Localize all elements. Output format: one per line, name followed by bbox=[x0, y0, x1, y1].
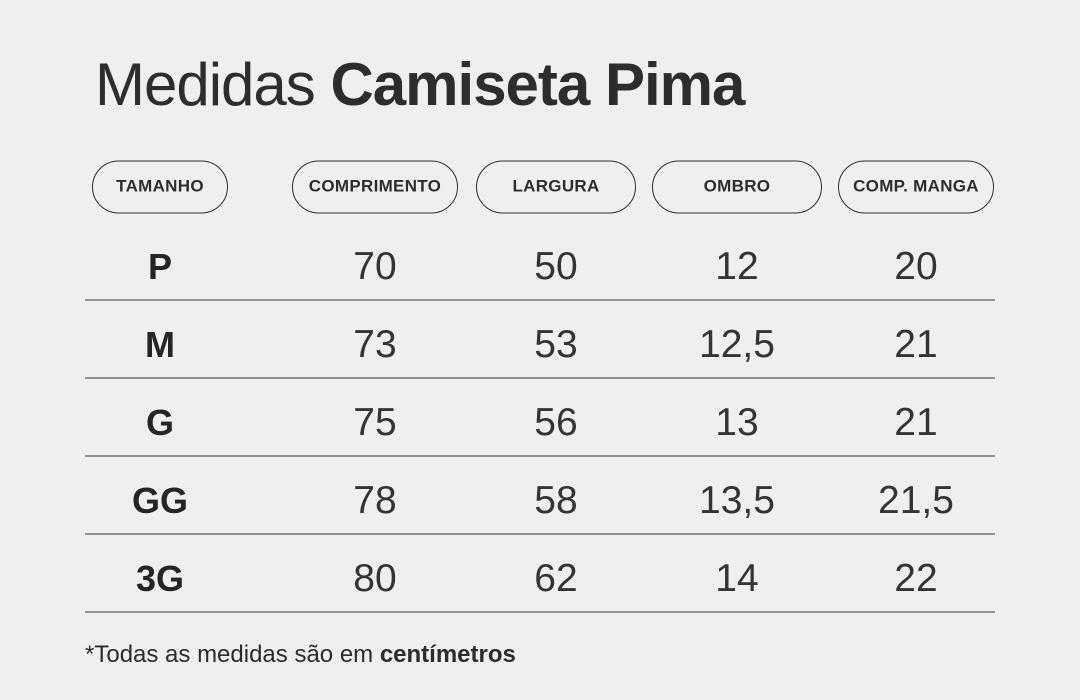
value-comp-manga: 21,5 bbox=[878, 479, 954, 522]
value-comp-manga: 21 bbox=[894, 401, 938, 444]
table-row-m: M 73 53 12,5 21 bbox=[85, 301, 995, 379]
value-comp-manga: 20 bbox=[894, 245, 938, 288]
value-comprimento: 75 bbox=[353, 401, 397, 444]
header-cell-largura: LARGURA bbox=[476, 160, 636, 213]
header-cell-comprimento: COMPRIMENTO bbox=[235, 160, 515, 213]
value-ombro: 13,5 bbox=[699, 479, 775, 522]
value-largura: 56 bbox=[534, 401, 578, 444]
size-label: P bbox=[147, 246, 172, 287]
column-header-pill-comprimento: COMPRIMENTO bbox=[292, 160, 458, 213]
size-label: M bbox=[145, 324, 175, 365]
header-cell-tamanho: TAMANHO bbox=[85, 160, 235, 213]
value-largura: 62 bbox=[534, 557, 578, 600]
table-row-gg: GG 78 58 13,5 21,5 bbox=[85, 457, 995, 535]
value-ombro: 13 bbox=[715, 401, 759, 444]
page-title-bold: Camiseta Pima bbox=[330, 51, 745, 118]
value-comp-manga: 22 bbox=[894, 557, 938, 600]
size-label: GG bbox=[131, 480, 188, 521]
value-comprimento: 80 bbox=[353, 557, 397, 600]
size-label: 3G bbox=[135, 558, 185, 599]
page-title: Medidas Camiseta Pima bbox=[95, 55, 745, 115]
column-header-pill-ombro: OMBRO bbox=[652, 160, 822, 213]
value-comp-manga: 21 bbox=[894, 323, 938, 366]
value-largura: 53 bbox=[534, 323, 578, 366]
value-comprimento: 73 bbox=[353, 323, 397, 366]
column-header-pill-largura: LARGURA bbox=[476, 160, 636, 213]
column-header-pill-tamanho: TAMANHO bbox=[92, 160, 228, 213]
table-row-3g: 3G 80 62 14 22 bbox=[85, 535, 995, 613]
footnote: *Todas as medidas são em centímetros bbox=[85, 641, 516, 669]
value-ombro: 14 bbox=[715, 557, 759, 600]
column-header-pill-comp-manga: COMP. MANGA bbox=[838, 160, 994, 213]
table-row-p: P 70 50 12 20 bbox=[85, 223, 995, 301]
page-title-regular: Medidas bbox=[95, 51, 316, 118]
value-ombro: 12 bbox=[715, 245, 759, 288]
footnote-text: *Todas as medidas são em bbox=[85, 641, 380, 668]
measurements-table: TAMANHO COMPRIMENTO LARGURA OMBRO COMP. … bbox=[85, 160, 995, 613]
size-label: G bbox=[145, 402, 174, 443]
footnote-units: centímetros bbox=[379, 641, 516, 668]
value-ombro: 12,5 bbox=[699, 323, 775, 366]
value-comprimento: 78 bbox=[353, 479, 397, 522]
table-row-g: G 75 56 13 21 bbox=[85, 379, 995, 457]
value-comprimento: 70 bbox=[353, 245, 397, 288]
table-header-row: TAMANHO COMPRIMENTO LARGURA OMBRO COMP. … bbox=[85, 160, 995, 213]
value-largura: 58 bbox=[534, 479, 578, 522]
header-cell-comp-manga: COMP. MANGA bbox=[838, 160, 994, 213]
header-cell-ombro: OMBRO bbox=[597, 160, 877, 213]
value-largura: 50 bbox=[534, 245, 578, 288]
